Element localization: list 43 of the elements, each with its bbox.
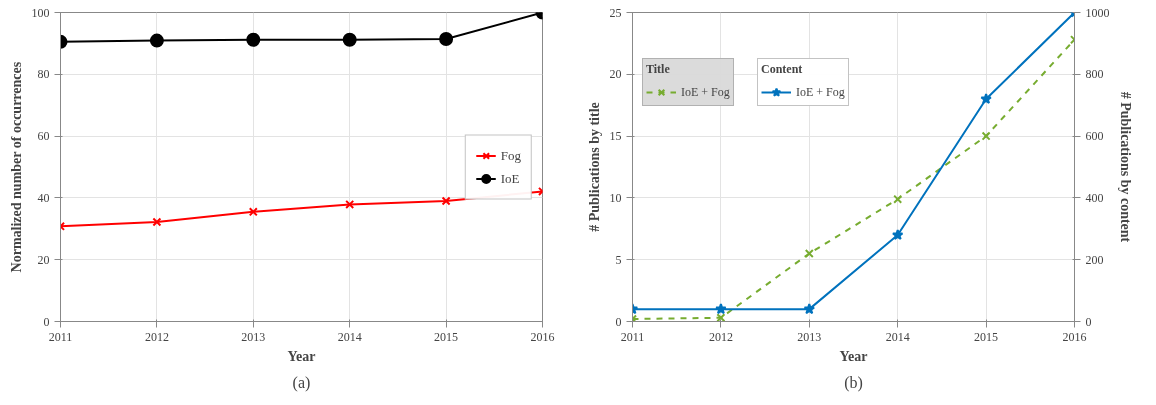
y2-tick-label: 200 [1085,252,1104,267]
x-tick-label: 2012 [708,329,733,344]
y2-tick-label: 1000 [1085,5,1110,20]
y-tick-label: 100 [31,5,50,20]
y-tick-label: 40 [37,190,50,205]
y2-tick-label: 600 [1085,129,1104,144]
text: (b) [844,373,863,392]
legend-label: IoE + Fog [796,84,845,100]
y2-tick-label: 400 [1085,190,1104,205]
x-tick-label: 2015 [974,329,999,344]
y-tick-label: 80 [37,67,50,82]
text: (a) [292,373,311,392]
x-tick-label: 2016 [530,329,555,344]
legend-label: IoE [500,170,521,186]
annotation: Content [761,62,804,77]
x-tick-label: 2011 [620,329,645,344]
y-tick-label: 15 [609,129,622,144]
legend-label: IoE + Fog [681,84,730,100]
y-tick-label: 20 [37,252,50,267]
x-tick-label: 2012 [144,329,169,344]
x-tick-label: 2013 [241,329,266,344]
x-tick-label: 2014 [885,329,910,344]
x-tick-label: 2013 [797,329,822,344]
y-axis-title: Normalized number of occurrences [8,61,24,273]
y-tick-label: 10 [609,190,622,205]
y-tick-label: 0 [615,314,622,329]
annotation: Title [646,62,671,77]
x-axis-title: Year [839,348,868,364]
y2-tick-label: 0 [1085,314,1092,329]
y2-tick-label: 800 [1085,67,1104,82]
y-tick-label: 20 [609,67,622,82]
y-tick-label: 25 [609,5,622,20]
x-tick-label: 2011 [48,329,73,344]
x-tick-label: 2014 [337,329,362,344]
x-tick-label: 2016 [1062,329,1087,344]
y-axis-title: # Publications by title [586,102,602,232]
legend-label: Fog [500,147,521,163]
y2-axis-title: # Publications by content [1117,91,1133,243]
x-tick-label: 2015 [434,329,459,344]
y-tick-label: 60 [37,129,50,144]
x-axis-title: Year [287,348,316,364]
y-tick-label: 5 [615,252,622,267]
y-tick-label: 0 [43,314,50,329]
